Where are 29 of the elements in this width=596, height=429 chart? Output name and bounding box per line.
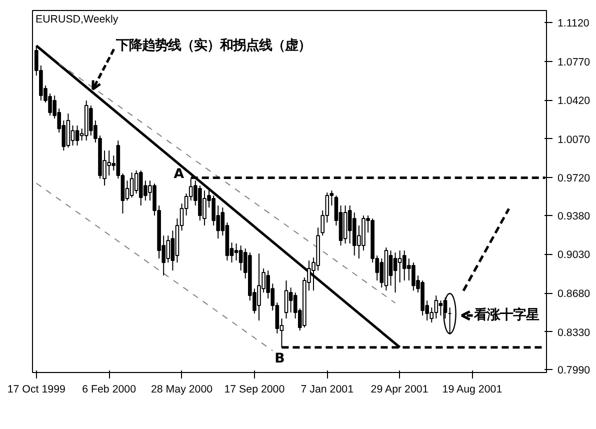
annotation: B [274,351,285,366]
x-tick-label: 28 May 2000 [150,384,213,396]
annotation: A [174,167,185,182]
y-tick-label: 0.9380 [558,210,590,222]
y-tick-label: 1.0070 [558,134,590,146]
y-tick-label: 0.9030 [558,249,590,262]
candlestick [234,243,238,262]
y-tick-label: 0.8680 [558,288,590,300]
x-tick-label: 29 Apr 2001 [370,384,428,396]
x-tick-label: 17 Oct 1999 [7,384,66,396]
chart-title: EURUSD,Weekly [36,14,119,26]
y-tick-label: 1.1120 [558,17,590,30]
y-tick-label: 1.0770 [558,56,590,68]
x-tick-label: 7 Jan 2001 [300,384,354,396]
y-tick-label: 0.7990 [558,364,590,377]
annotation: 下降趋势线（实）和拐点线（虚） [114,38,311,54]
y-tick-label: 1.0420 [558,95,590,108]
y-tick-label: 0.9720 [558,172,590,185]
candlestick [75,124,80,146]
x-tick-label: 17 Sep 2000 [224,384,285,396]
candlestick [388,250,393,286]
candlestick [288,287,293,314]
x-tick-label: 6 Feb 2000 [82,384,136,396]
annotation: 看涨十字星 [472,307,539,324]
y-tick-label: 0.8330 [558,326,590,339]
candlestick [393,252,398,294]
candlestick [284,280,288,320]
candlestick [130,172,134,198]
x-tick-label: 19 Aug 2001 [442,384,502,396]
